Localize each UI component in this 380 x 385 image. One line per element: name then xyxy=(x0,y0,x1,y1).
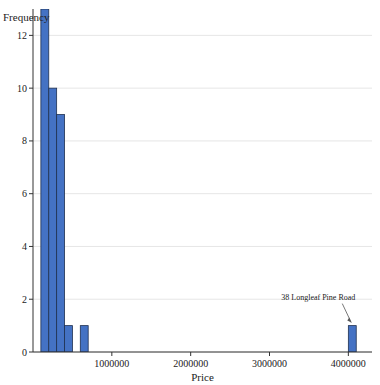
x-tick xyxy=(190,352,191,356)
y-tick-label: 12 xyxy=(17,30,27,41)
y-tick-label: 4 xyxy=(22,241,27,252)
x-tick xyxy=(111,352,112,356)
histogram-bar xyxy=(80,326,88,352)
y-tick xyxy=(29,35,33,36)
y-tick xyxy=(29,140,33,141)
annotation: 38 Longleaf Pine Road xyxy=(281,293,355,302)
x-tick-label: 1000000 xyxy=(94,358,129,369)
grid-line xyxy=(33,140,372,141)
histogram-bar xyxy=(65,326,73,352)
x-tick xyxy=(269,352,270,356)
annotation-arrowhead xyxy=(347,318,351,323)
histogram-bar xyxy=(348,326,356,352)
annotation-arrow xyxy=(342,304,351,323)
y-tick-label: 6 xyxy=(22,188,27,199)
y-tick xyxy=(29,299,33,300)
histogram-bar xyxy=(41,9,49,352)
y-tick-label: 0 xyxy=(22,347,27,358)
grid-line xyxy=(33,35,372,36)
x-tick-label: 4000000 xyxy=(331,358,366,369)
x-axis-label: Price xyxy=(191,371,214,383)
y-tick-label: 2 xyxy=(22,294,27,305)
x-tick xyxy=(348,352,349,356)
chart-container: 0 2 4 6 8 10 12 1000000 2000000 3000000 4000000 Pri… xyxy=(0,0,380,385)
y-axis xyxy=(33,9,34,352)
y-tick xyxy=(29,352,33,353)
x-axis xyxy=(33,352,372,353)
bars xyxy=(41,9,356,352)
grid-line xyxy=(33,193,372,194)
y-tick-label: 8 xyxy=(22,135,27,146)
y-tick-label: 10 xyxy=(17,83,27,94)
y-tick xyxy=(29,88,33,89)
grid-line xyxy=(33,246,372,247)
y-tick xyxy=(29,246,33,247)
x-tick-label: 3000000 xyxy=(252,358,287,369)
grid-line xyxy=(33,352,372,353)
y-axis-label: Frequency xyxy=(3,11,50,23)
histogram-bar xyxy=(49,88,57,352)
chart-svg: 0 2 4 6 8 10 12 1000000 2000000 3000000 4000000 Pri… xyxy=(0,0,380,385)
grid-line xyxy=(33,88,372,89)
y-tick xyxy=(29,193,33,194)
x-tick-label: 2000000 xyxy=(173,358,208,369)
histogram-bar xyxy=(57,115,65,352)
